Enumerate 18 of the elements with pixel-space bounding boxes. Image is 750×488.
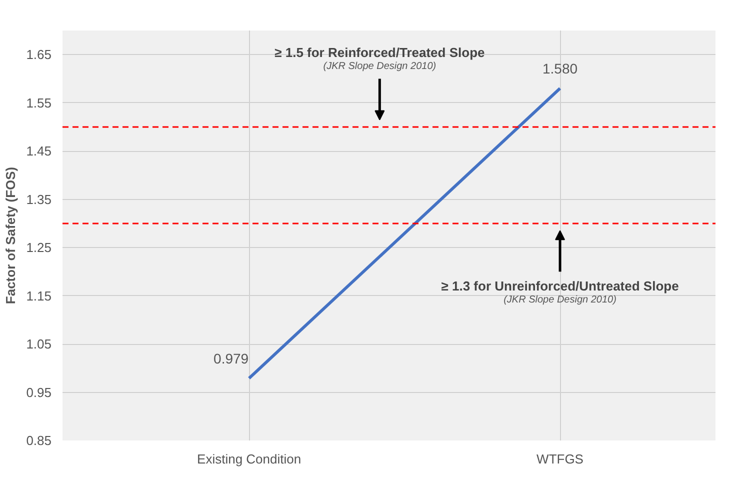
annotation: ≥ 1.3 for Unreinforced/Untreated Slope — [441, 278, 679, 294]
y-tick-label: 1.05 — [26, 336, 52, 352]
x-tick-label: WTFGS — [536, 452, 584, 466]
y-tick-label: 1.35 — [26, 192, 52, 207]
y-tick-label: 1.25 — [26, 240, 52, 256]
y-tick-label: 1.45 — [26, 144, 52, 159]
y-tick-label: 1.65 — [26, 47, 52, 62]
annotation: (JKR Slope Design 2010) — [323, 60, 436, 72]
y-axis-title: Factor of Safety (FOS) — [3, 166, 18, 304]
y-tick-label: 1.55 — [26, 95, 52, 110]
y-tick-label: 1.15 — [26, 288, 52, 304]
annotation: ≥ 1.5 for Reinforced/Treated Slope — [274, 44, 485, 60]
y-tick-label: 0.95 — [26, 384, 52, 400]
data-label: 0.979 — [214, 350, 249, 366]
data-label: 1.580 — [542, 60, 578, 76]
x-tick-label: Existing Condition — [197, 452, 302, 466]
annotation: (JKR Slope Design 2010) — [504, 294, 616, 306]
y-tick-label: 0.85 — [26, 433, 52, 448]
